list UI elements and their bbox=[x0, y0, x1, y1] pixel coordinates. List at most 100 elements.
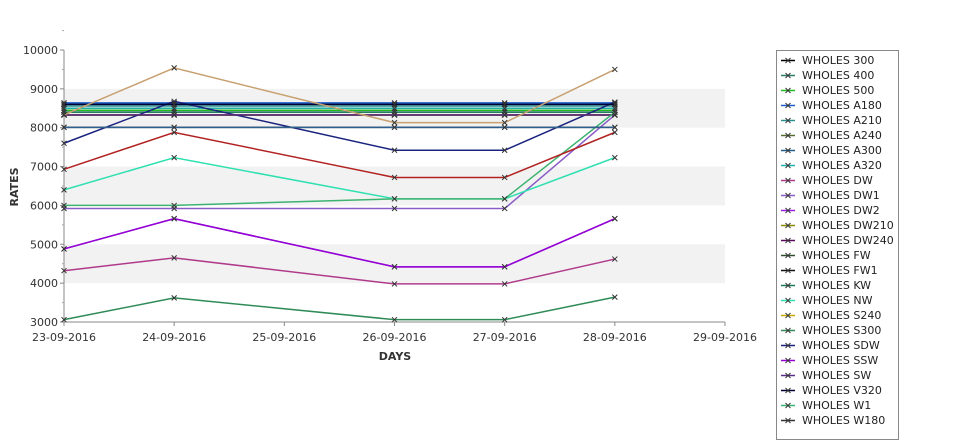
legend-x-mark bbox=[785, 57, 791, 64]
legend-item: WHOLES DW240 bbox=[777, 233, 898, 248]
data-point bbox=[501, 147, 508, 154]
x-tick-label: 27-09-2016 bbox=[473, 331, 537, 344]
axes bbox=[60, 30, 726, 326]
x-tick-label: 28-09-2016 bbox=[583, 331, 647, 344]
legend-item: WHOLES W1 bbox=[777, 398, 898, 413]
legend-marker-icon bbox=[781, 57, 795, 64]
y-tick-label: 8000 bbox=[30, 122, 58, 135]
legend-marker-icon bbox=[781, 177, 795, 184]
data-point bbox=[391, 195, 398, 202]
data-point bbox=[171, 129, 178, 136]
legend-marker-icon bbox=[781, 402, 795, 409]
legend-x-mark bbox=[785, 177, 791, 184]
legend-x-mark bbox=[785, 252, 791, 259]
data-point bbox=[391, 124, 398, 131]
legend-marker-icon bbox=[781, 372, 795, 379]
legend-x-mark bbox=[785, 147, 791, 154]
data-point bbox=[171, 255, 178, 261]
legend-label: WHOLES NW bbox=[802, 294, 873, 307]
legend-x-mark bbox=[785, 207, 791, 214]
data-point bbox=[501, 119, 508, 126]
series-20 bbox=[61, 215, 618, 270]
data-point bbox=[611, 215, 618, 222]
legend-marker-icon bbox=[781, 72, 795, 79]
legend-label: WHOLES FW1 bbox=[802, 264, 878, 277]
legend-label: WHOLES V320 bbox=[802, 384, 882, 397]
x-axis-title: DAYS bbox=[379, 350, 412, 363]
legend-label: WHOLES SSW bbox=[802, 354, 879, 367]
legend-marker-icon bbox=[781, 87, 795, 94]
legend-marker-icon bbox=[781, 162, 795, 169]
data-point bbox=[611, 256, 618, 262]
legend-label: WHOLES DW bbox=[802, 174, 873, 187]
tick-labels: 3000 4000 5000 6000 7000 8000 9000 10000 23-09-2… bbox=[23, 44, 757, 344]
data-point bbox=[391, 316, 398, 323]
data-point bbox=[61, 166, 67, 173]
legend-label: WHOLES A180 bbox=[802, 99, 882, 112]
data-point bbox=[61, 101, 67, 108]
legend-label: WHOLES A240 bbox=[802, 129, 882, 142]
legend-item: WHOLES FW1 bbox=[777, 263, 898, 278]
data-point bbox=[611, 109, 618, 116]
data-point bbox=[171, 215, 178, 222]
y-tick-label: 9000 bbox=[30, 83, 58, 96]
legend-item: WHOLES S300 bbox=[777, 323, 898, 338]
legend-label: WHOLES A300 bbox=[802, 144, 882, 157]
legend-label: WHOLES DW240 bbox=[802, 234, 894, 247]
data-point bbox=[171, 154, 178, 161]
legend-marker-icon bbox=[781, 417, 795, 424]
data-point bbox=[391, 119, 398, 126]
legend-item: WHOLES A180 bbox=[777, 98, 898, 113]
x-tick-label: 26-09-2016 bbox=[363, 331, 427, 344]
legend-marker-icon bbox=[781, 207, 795, 214]
legend-x-mark bbox=[785, 162, 791, 169]
series-26 bbox=[61, 129, 618, 181]
y-tick-label: 6000 bbox=[30, 199, 58, 212]
legend-marker-icon bbox=[781, 102, 795, 109]
legend-marker-icon bbox=[781, 342, 795, 349]
x-tick-label: 24-09-2016 bbox=[142, 331, 206, 344]
legend-x-mark bbox=[785, 417, 791, 424]
data-point bbox=[61, 124, 67, 131]
legend-marker-icon bbox=[781, 192, 795, 199]
legend-marker-icon bbox=[781, 267, 795, 274]
legend-x-mark bbox=[785, 402, 791, 409]
legend-x-mark bbox=[785, 267, 791, 274]
legend-label: WHOLES W180 bbox=[802, 414, 886, 427]
legend-marker-icon bbox=[781, 117, 795, 124]
legend-x-mark bbox=[785, 72, 791, 79]
x-tick-label: 29-09-2016 bbox=[693, 331, 757, 344]
legend-marker-icon bbox=[781, 222, 795, 229]
data-point bbox=[171, 124, 178, 131]
data-point bbox=[501, 101, 508, 108]
data-point bbox=[611, 129, 618, 136]
legend-item: WHOLES DW bbox=[777, 173, 898, 188]
legend-marker-icon bbox=[781, 327, 795, 334]
grid-band bbox=[64, 166, 725, 206]
data-point bbox=[501, 195, 508, 202]
data-point bbox=[61, 112, 67, 118]
legend-item: WHOLES SW bbox=[777, 368, 898, 383]
data-point bbox=[391, 263, 398, 270]
legend-x-mark bbox=[785, 222, 791, 229]
legend-label: WHOLES KW bbox=[802, 279, 872, 292]
legend-item: WHOLES NW bbox=[777, 293, 898, 308]
data-point bbox=[61, 246, 67, 252]
legend-x-mark bbox=[785, 132, 791, 139]
legend-x-mark bbox=[785, 192, 791, 199]
data-point bbox=[171, 295, 178, 301]
data-point bbox=[171, 202, 178, 209]
data-point bbox=[391, 174, 398, 181]
legend-item: WHOLES A320 bbox=[777, 158, 898, 173]
data-point bbox=[61, 140, 67, 147]
legend-item: WHOLES KW bbox=[777, 278, 898, 293]
legend-x-mark bbox=[785, 387, 791, 394]
data-point bbox=[391, 112, 398, 118]
data-point bbox=[391, 205, 398, 212]
legend-x-mark bbox=[785, 372, 791, 379]
legend-marker-icon bbox=[781, 297, 795, 304]
legend-marker-icon bbox=[781, 147, 795, 154]
legend-marker-icon bbox=[781, 132, 795, 139]
legend-label: WHOLES S240 bbox=[802, 309, 882, 322]
data-point bbox=[61, 267, 67, 274]
